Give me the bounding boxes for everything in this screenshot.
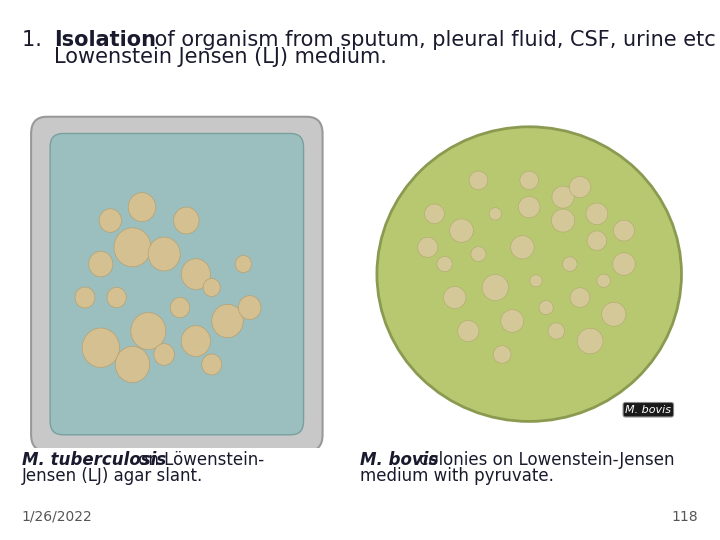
Text: of organism from sputum, pleural fluid, CSF, urine etc on: of organism from sputum, pleural fluid, … [148,30,720,50]
Circle shape [518,197,540,218]
Text: 118: 118 [672,510,698,524]
Circle shape [458,320,479,342]
Circle shape [520,171,539,190]
Circle shape [570,288,590,307]
Circle shape [238,295,261,320]
Circle shape [548,323,564,339]
Circle shape [131,313,166,349]
Circle shape [501,309,523,332]
FancyBboxPatch shape [31,117,323,451]
Text: M. bovis: M. bovis [360,451,438,469]
Circle shape [587,231,607,251]
Circle shape [128,193,156,221]
Circle shape [171,298,189,318]
Circle shape [444,286,466,309]
FancyBboxPatch shape [50,133,304,435]
Circle shape [471,247,486,261]
Text: 1.: 1. [22,30,48,50]
Circle shape [115,346,150,383]
Text: medium with pyruvate.: medium with pyruvate. [360,467,554,485]
Circle shape [586,203,608,225]
Ellipse shape [377,127,681,421]
Circle shape [597,274,611,287]
Circle shape [181,259,210,289]
Circle shape [530,275,542,287]
Circle shape [425,204,444,224]
Circle shape [174,207,199,234]
Circle shape [107,287,126,308]
Text: colonies on Lowenstein-Jensen: colonies on Lowenstein-Jensen [414,451,675,469]
Circle shape [99,209,122,232]
Circle shape [552,209,575,232]
Text: Jensen (LJ) agar slant.: Jensen (LJ) agar slant. [22,467,203,485]
Circle shape [75,287,95,308]
Circle shape [510,235,534,259]
Text: Isolation: Isolation [54,30,156,50]
Circle shape [482,274,508,301]
Text: M. bovis: M. bovis [626,404,671,415]
Circle shape [148,237,180,271]
Circle shape [181,326,210,356]
Circle shape [552,186,574,208]
Circle shape [613,253,635,275]
Circle shape [562,257,577,271]
Text: M. tuberculosis: M. tuberculosis [22,451,166,469]
Circle shape [450,219,473,242]
Circle shape [212,305,243,338]
Circle shape [114,228,151,267]
Circle shape [82,328,120,368]
Circle shape [577,328,603,354]
Circle shape [539,301,553,315]
Circle shape [489,208,502,220]
Circle shape [437,256,452,272]
Text: on Löwenstein-: on Löwenstein- [133,451,264,469]
Text: Lowenstein Jensen (LJ) medium.: Lowenstein Jensen (LJ) medium. [54,47,387,67]
Text: 1/26/2022: 1/26/2022 [22,510,92,524]
Circle shape [613,220,634,241]
Circle shape [89,251,113,277]
Circle shape [493,346,511,363]
Circle shape [469,171,488,190]
Circle shape [602,302,626,326]
Circle shape [154,343,174,366]
Circle shape [570,177,590,198]
Circle shape [418,237,438,258]
Circle shape [203,279,220,296]
Circle shape [202,354,222,375]
Circle shape [235,255,251,273]
